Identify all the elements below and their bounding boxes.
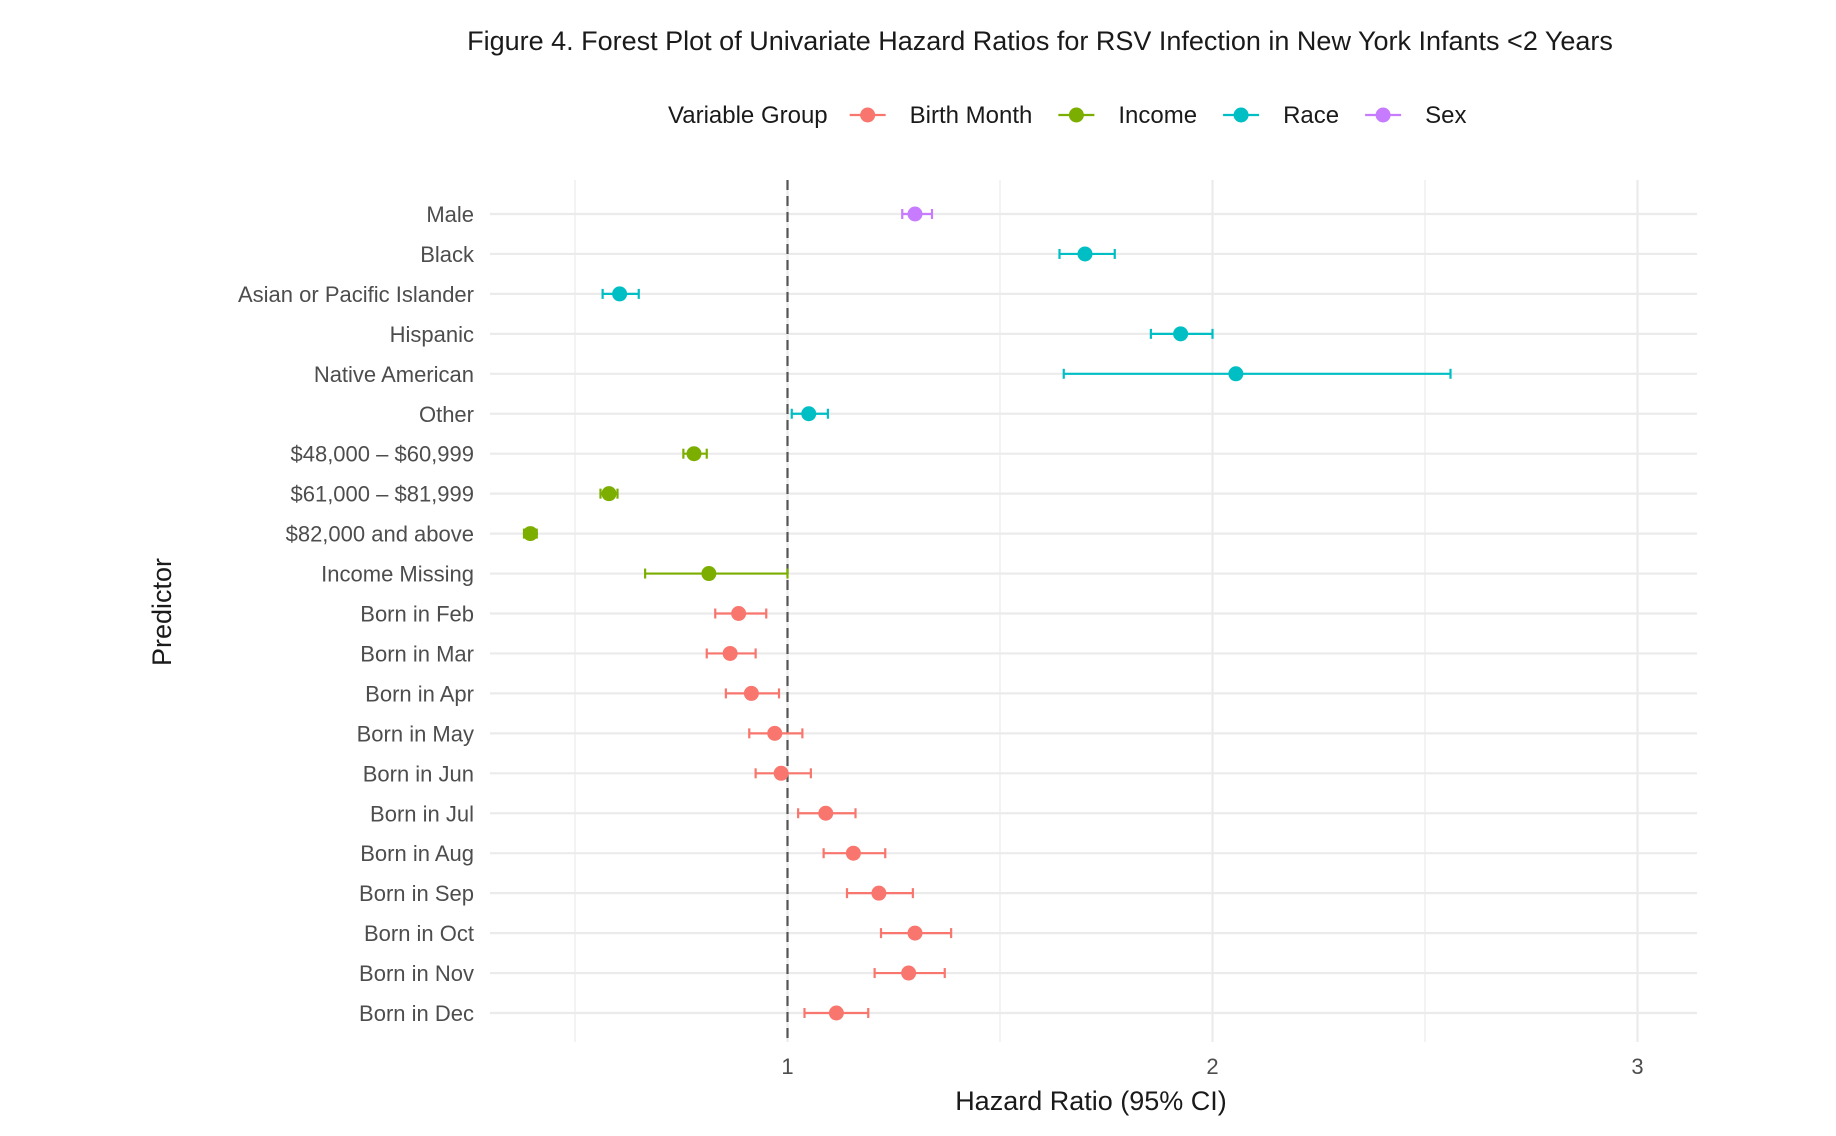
legend-label: Birth Month [910, 102, 1033, 129]
x-tick-labels: 1 2 3 [781, 1054, 1643, 1079]
y-tick-label: Born in May [357, 721, 474, 746]
grid [490, 180, 1697, 1042]
legend-key-point [860, 107, 876, 123]
y-tick-label: Born in Apr [365, 681, 474, 706]
point-native-american [1228, 366, 1244, 382]
y-tick-label: Male [426, 202, 474, 227]
legend-key-point [1233, 107, 1249, 123]
x-tick-label: 1 [781, 1054, 793, 1079]
y-tick-label: Income Missing [321, 562, 474, 587]
point-born-in-jul [818, 805, 834, 821]
ci-native-american [1062, 368, 1452, 379]
y-tick-label: Born in Jul [370, 801, 474, 826]
y-tick-label: Born in Sep [359, 881, 474, 906]
x-tick-label: 3 [1631, 1054, 1643, 1079]
x-axis-title: Hazard Ratio (95% CI) [955, 1086, 1227, 1116]
confidence-intervals [522, 209, 1452, 1018]
legend-title: Variable Group [668, 102, 828, 129]
point-born-in-apr [743, 685, 759, 701]
point-other [801, 406, 817, 422]
y-tick-label: $82,000 and above [286, 522, 474, 547]
chart-title: Figure 4. Forest Plot of Univariate Haza… [467, 26, 1613, 56]
y-tick-label: Hispanic [390, 322, 474, 347]
point-income-missing [701, 566, 717, 582]
y-tick-label: Other [419, 402, 474, 427]
y-tick-label: Born in Mar [360, 641, 474, 666]
y-tick-label: Born in Jun [363, 761, 474, 786]
y-tick-label: Born in Dec [359, 1001, 474, 1026]
legend-key-point [1068, 107, 1084, 123]
points [522, 206, 1244, 1021]
point-61-000-81-999 [601, 486, 617, 502]
point-male [907, 206, 923, 222]
point-black [1077, 246, 1093, 262]
point-born-in-jun [773, 765, 789, 781]
y-tick-label: Black [420, 242, 475, 267]
legend-item-sex: Sex [1365, 102, 1466, 129]
point-born-in-oct [907, 925, 923, 941]
point-born-in-sep [871, 885, 887, 901]
legend-item-income: Income [1058, 102, 1197, 129]
y-tick-label: Born in Feb [360, 602, 474, 627]
y-tick-label: Born in Oct [364, 921, 474, 946]
legend-item-race: Race [1223, 102, 1339, 129]
y-axis-title: Predictor [147, 558, 177, 666]
point-82-000-and-above [522, 526, 538, 542]
legend-label: Sex [1425, 102, 1466, 129]
point-born-in-feb [731, 606, 747, 621]
y-tick-labels: Male Black Asian or Pacific Islander Hispan… [238, 202, 475, 1026]
point-born-in-dec [828, 1005, 844, 1021]
y-tick-label: Asian or Pacific Islander [238, 282, 474, 307]
y-tick-label: Born in Aug [360, 841, 474, 866]
x-tick-label: 2 [1206, 1054, 1218, 1079]
point-asian-or-pacific-islander [612, 286, 628, 302]
point-48-000-60-999 [686, 446, 702, 462]
y-tick-label: Native American [314, 362, 474, 387]
point-born-in-nov [901, 965, 917, 981]
y-tick-label: Born in Nov [359, 961, 474, 986]
legend: Variable Group Birth Month Income Race Sex [668, 102, 1466, 129]
y-tick-label: $61,000 – $81,999 [290, 482, 474, 507]
point-born-in-may [767, 725, 783, 741]
legend-key-point [1375, 107, 1391, 123]
y-tick-label: $48,000 – $60,999 [290, 442, 474, 467]
point-hispanic [1173, 326, 1189, 342]
legend-label: Race [1283, 102, 1339, 129]
point-born-in-aug [845, 845, 861, 861]
legend-label: Income [1118, 102, 1197, 129]
legend-item-birth-month: Birth Month [849, 102, 1033, 129]
point-born-in-mar [722, 645, 738, 661]
